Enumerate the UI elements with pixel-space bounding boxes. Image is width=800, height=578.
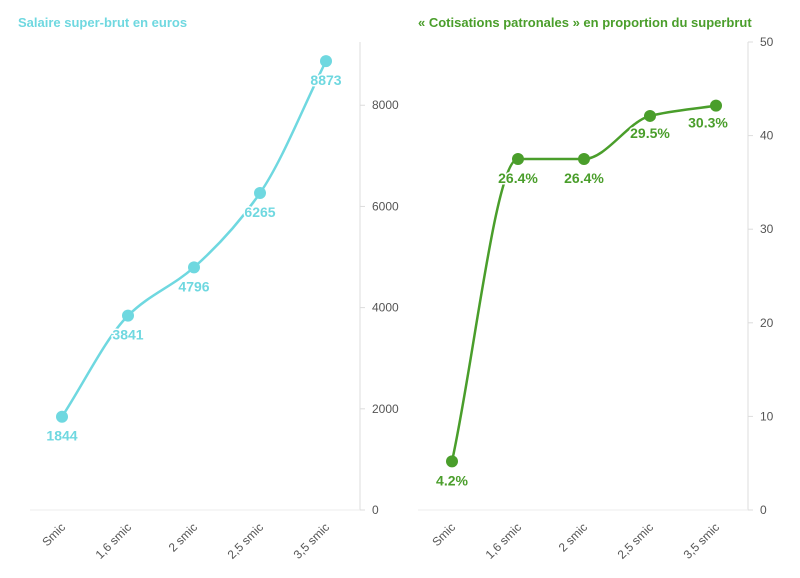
data-label: 29.5%	[630, 125, 670, 141]
data-point	[644, 109, 656, 122]
data-label: 8873	[310, 72, 341, 88]
data-label: 30.3%	[688, 115, 728, 131]
data-label: 6265	[244, 204, 275, 220]
x-tick-label: 2 smic	[166, 520, 200, 554]
series-line	[450, 104, 717, 462]
data-points	[56, 55, 332, 423]
y-ticks: 0 2000 4000 6000 8000	[360, 98, 399, 517]
data-points	[446, 99, 722, 468]
data-label: 3841	[112, 327, 143, 343]
data-point	[188, 261, 200, 274]
y-tick-label: 6000	[372, 199, 399, 213]
chart-cotisations-patronales: « Cotisations patronales » en proportion…	[418, 15, 774, 562]
data-point	[254, 187, 266, 200]
data-point	[710, 99, 722, 112]
x-tick-label: 3,5 smic	[291, 520, 332, 561]
data-point	[578, 153, 590, 165]
data-label: 1844	[46, 428, 77, 444]
x-tick-label: 2,5 smic	[615, 520, 656, 561]
data-label: 26.4%	[564, 170, 604, 186]
x-tick-label: Smic	[39, 520, 68, 549]
y-tick-label: 8000	[372, 98, 399, 112]
y-tick-label: 10	[760, 409, 774, 423]
data-point	[320, 55, 332, 68]
x-tick-label: 3,5 smic	[681, 520, 722, 561]
x-tick-label: Smic	[429, 520, 458, 549]
data-labels: 4.2% 26.4% 26.4% 29.5% 30.3%	[435, 113, 730, 490]
series-line	[60, 60, 328, 418]
data-label: 4.2%	[436, 472, 468, 488]
data-point	[512, 153, 524, 165]
y-tick-label: 30	[760, 222, 774, 236]
data-point	[122, 309, 134, 322]
x-tick-label: 1,6 smic	[483, 520, 524, 561]
chart-salaire-super-brut: Salaire super-brut en euros 0 2000 4000 600…	[18, 15, 399, 562]
chart-title: « Cotisations patronales » en proportion…	[418, 15, 752, 30]
data-point	[56, 410, 68, 423]
chart-title: Salaire super-brut en euros	[18, 15, 187, 30]
y-tick-label: 0	[372, 503, 379, 517]
y-tick-label: 2000	[372, 402, 399, 416]
x-tick-label: 2 smic	[556, 520, 590, 554]
y-tick-label: 50	[760, 35, 774, 49]
data-label: 26.4%	[498, 170, 538, 186]
data-point	[446, 455, 458, 468]
data-labels: 1844 3841 4796 6265 8873	[45, 71, 343, 446]
y-tick-label: 20	[760, 316, 774, 330]
y-tick-label: 4000	[372, 301, 399, 315]
data-label: 4796	[178, 278, 209, 294]
y-tick-label: 0	[760, 503, 767, 517]
x-ticks: Smic 1,6 smic 2 smic 2,5 smic 3,5 smic	[39, 520, 332, 561]
x-ticks: Smic 1,6 smic 2 smic 2,5 smic 3,5 smic	[429, 520, 722, 561]
y-tick-label: 40	[760, 129, 774, 143]
x-tick-label: 2,5 smic	[225, 520, 266, 561]
x-tick-label: 1,6 smic	[93, 520, 134, 561]
y-ticks: 0 10 20 30 40 50	[748, 35, 774, 517]
